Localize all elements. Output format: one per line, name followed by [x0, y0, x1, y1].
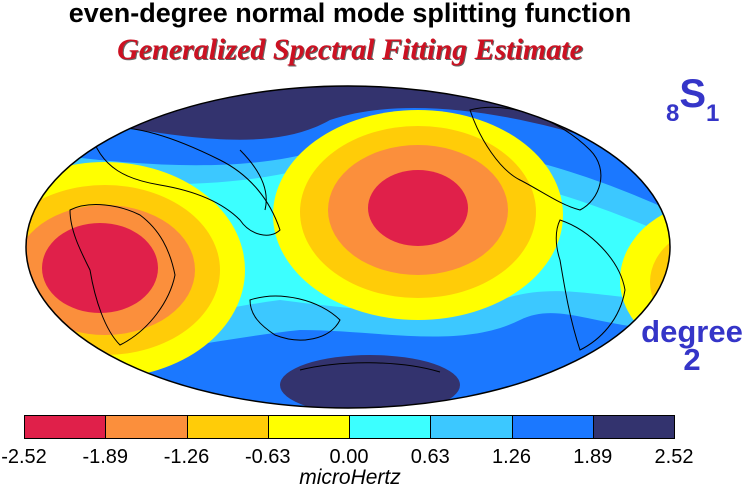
colorbar-segment-6	[512, 416, 594, 438]
colorbar-segment-2	[187, 416, 269, 438]
map-outline	[25, 85, 671, 409]
colorbar-tick-label: 0.00	[329, 446, 369, 468]
colorbar-segment-1	[106, 416, 188, 438]
degree-value: 2	[683, 342, 701, 377]
colorbar-segment-3	[268, 416, 350, 438]
splitting-function-map	[25, 85, 671, 409]
map-field	[26, 86, 670, 408]
colorbar-segment-5	[431, 416, 513, 438]
colorbar-tick-label: -2.52	[1, 446, 47, 468]
degree-word: degree	[641, 314, 743, 349]
colorbar-tick-label: -1.89	[82, 446, 129, 468]
mode-angular-degree: 1	[706, 100, 720, 127]
colorbar-tick-label: -0.63	[244, 446, 291, 468]
mode-label: 8S1	[666, 72, 719, 128]
colorbar-segment-0	[25, 416, 107, 438]
colorbar-tick-label: 1.26	[492, 446, 531, 468]
degree-label: degree 2	[636, 314, 748, 377]
colorbar-tick-label: 1.89	[573, 446, 613, 468]
colorbar-tick-label: 2.52	[654, 446, 694, 468]
colorbar-tick-label: 0.63	[410, 446, 450, 468]
colorbar-segment-4	[350, 416, 432, 438]
mode-overtone: 8	[666, 100, 680, 127]
page-title: even-degree normal mode splitting functi…	[68, 0, 632, 28]
colorbar-segment-7	[593, 416, 674, 438]
colorbar-tick-label: -1.26	[163, 446, 210, 468]
mode-type: S	[679, 72, 707, 116]
colorbar-unit: microHertz	[299, 466, 401, 489]
colorbar	[24, 415, 675, 439]
colorbar-ticks: -2.52 -1.89 -1.26 -0.63 0.00 0.63 1.26 1.89 2.52	[0, 446, 748, 470]
page-subtitle: Generalized Spectral Fitting Estimate	[117, 33, 583, 66]
